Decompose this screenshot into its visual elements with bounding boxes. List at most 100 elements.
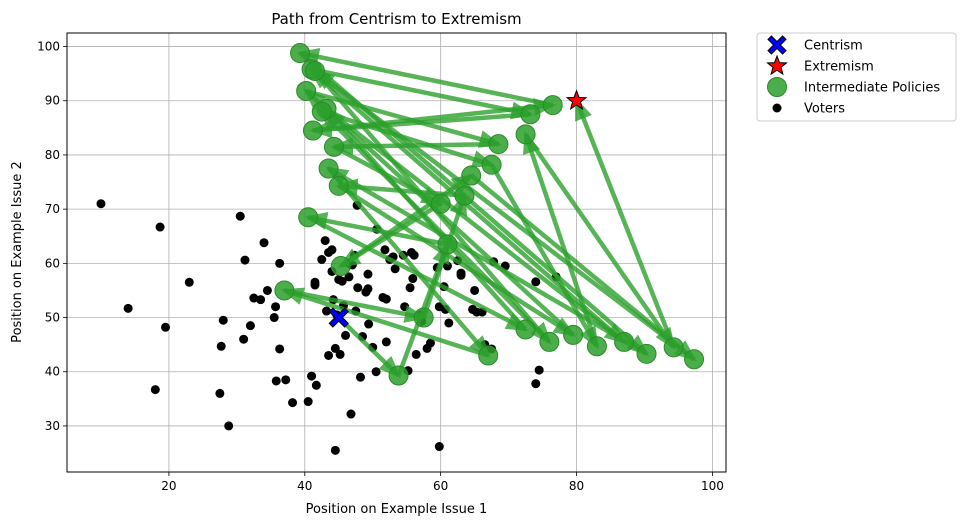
voter-point	[324, 350, 334, 360]
voter-point	[456, 270, 466, 280]
voter-point	[364, 319, 374, 329]
voter-point	[303, 397, 313, 407]
chart-title: Path from Centrism to Extremism	[271, 10, 521, 28]
voter-point	[288, 398, 298, 408]
intermediate-policy-point	[515, 319, 536, 340]
y-tick-label: 50	[45, 311, 60, 325]
voter-point	[434, 442, 444, 452]
voter-point	[239, 334, 249, 344]
voter-point	[259, 238, 269, 248]
intermediate-policy-point	[437, 234, 458, 255]
intermediate-policy-point	[298, 207, 319, 228]
intermediate-policy-point	[539, 331, 560, 352]
voter-point	[150, 385, 160, 395]
path-arrow	[489, 163, 599, 350]
voter-point	[381, 337, 391, 347]
voter-point	[275, 258, 285, 268]
voter-point	[320, 236, 330, 246]
path-arrow	[308, 66, 626, 344]
path-arrow	[319, 109, 551, 344]
voter-point	[330, 445, 340, 455]
voter-point	[123, 303, 133, 313]
x-tick-label: 60	[433, 479, 448, 493]
voter-point	[409, 250, 419, 260]
intermediate-policy-point	[296, 80, 317, 101]
path-arrow	[321, 109, 496, 168]
path-arrow	[312, 98, 557, 133]
intermediate-policy-point	[318, 158, 339, 179]
endpoints-layer	[328, 89, 588, 328]
plot-background	[67, 33, 726, 472]
y-tick-label: 40	[45, 365, 60, 379]
intermediate-layer	[274, 43, 705, 386]
y-axis-ticks: 30 40 50 60 70 80 90 100	[37, 40, 67, 433]
legend-centrism-marker	[767, 35, 787, 55]
voter-point	[235, 211, 245, 221]
voter-point	[311, 380, 321, 390]
voter-point	[341, 330, 351, 340]
voter-point	[307, 371, 317, 381]
x-axis-ticks: 20 40 60 80 100	[161, 472, 724, 493]
voter-point	[425, 338, 435, 348]
intermediate-policy-point	[488, 134, 509, 155]
path-arrow	[326, 167, 491, 359]
y-tick-label: 60	[45, 256, 60, 270]
voter-point	[363, 284, 373, 294]
x-tick-label: 100	[701, 479, 724, 493]
intermediate-policy-point	[454, 185, 475, 206]
voter-point	[444, 318, 454, 328]
y-tick-label: 100	[37, 40, 60, 54]
extremism-marker	[565, 89, 588, 110]
intermediate-policy-point	[636, 343, 657, 364]
legend: Centrism Extremism Intermediate Policies Vo…	[756, 32, 957, 122]
voter-point	[390, 264, 400, 274]
voter-point	[161, 322, 171, 332]
voter-point	[371, 367, 381, 377]
legend-label-intermediate: Intermediate Policies	[804, 81, 940, 96]
intermediate-policy-point	[274, 280, 295, 301]
intermediate-policy-point	[328, 175, 349, 196]
intermediate-policy-point	[663, 337, 684, 358]
voter-point	[355, 372, 365, 382]
voter-point	[363, 269, 373, 279]
voter-point	[408, 274, 418, 284]
legend-extremism-marker	[766, 54, 788, 76]
voter-point	[335, 349, 345, 359]
intermediate-policy-point	[311, 101, 332, 122]
legend-intermediate-marker	[767, 77, 787, 97]
voter-point	[380, 245, 390, 255]
voter-point	[155, 222, 165, 232]
voter-point	[317, 255, 327, 265]
intermediate-policy-point	[413, 307, 434, 328]
intermediate-policy-point	[302, 120, 323, 141]
voter-point	[327, 245, 337, 255]
voter-point	[269, 313, 279, 323]
y-tick-label: 90	[45, 94, 60, 108]
voter-point	[218, 315, 228, 325]
intermediate-policy-point	[330, 256, 351, 277]
voter-point	[322, 306, 332, 316]
path-arrow	[311, 67, 534, 120]
intermediate-policy-point	[478, 345, 499, 366]
voter-point	[281, 375, 291, 385]
voter-point	[310, 280, 320, 290]
voter-point	[400, 302, 410, 312]
path-arrow	[523, 133, 676, 351]
intermediate-policy-point	[323, 136, 344, 157]
y-tick-label: 70	[45, 202, 60, 216]
voter-point	[262, 285, 272, 295]
voter-point	[405, 283, 415, 293]
intermediate-policy-point	[520, 104, 541, 125]
intermediate-policy-point	[388, 365, 409, 386]
path-arrow	[325, 166, 648, 356]
path-arrow	[339, 173, 475, 268]
path-arrow	[280, 287, 489, 358]
legend-frame	[756, 32, 957, 122]
y-axis-label: Position on Example Issue 2	[10, 161, 25, 343]
voter-point	[346, 409, 356, 419]
intermediate-policy-point	[614, 331, 635, 352]
intermediate-policy-point	[563, 324, 584, 345]
path-arrow	[296, 48, 554, 108]
x-tick-label: 20	[161, 479, 176, 493]
